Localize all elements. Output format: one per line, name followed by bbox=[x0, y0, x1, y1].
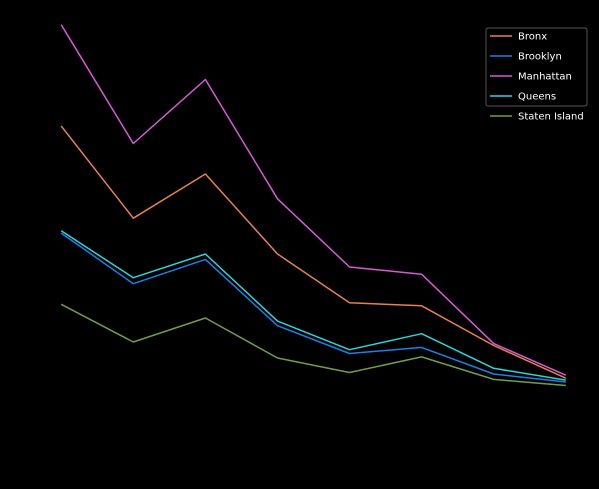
legend-label: Brooklyn bbox=[518, 52, 562, 63]
legend-label: Bronx bbox=[518, 32, 547, 43]
legend-label: Manhattan bbox=[518, 72, 572, 83]
legend-label: Staten Island bbox=[518, 112, 584, 123]
legend-label: Queens bbox=[518, 92, 556, 103]
